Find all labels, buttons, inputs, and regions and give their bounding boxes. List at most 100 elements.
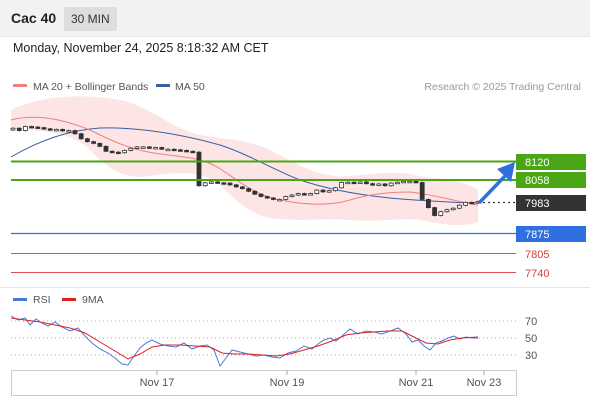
candle-body — [208, 181, 214, 184]
candle-body — [438, 211, 444, 216]
candle-body — [134, 146, 140, 149]
candle-body — [215, 181, 221, 184]
candle-body — [177, 149, 183, 152]
candle-body — [394, 181, 400, 185]
candle-body — [153, 147, 159, 150]
candle-body — [196, 151, 202, 187]
candle-body — [159, 147, 165, 150]
candle-body — [295, 193, 301, 196]
candle-body — [450, 207, 456, 211]
candle-body — [190, 150, 196, 154]
timestamp: Monday, November 24, 2025 8:18:32 AM CET — [13, 41, 269, 55]
candle-body — [469, 201, 475, 205]
candle-body — [289, 194, 295, 197]
candle-body — [202, 182, 208, 187]
candle-body — [357, 181, 363, 184]
x-tick-label-nov23: Nov 23 — [467, 377, 502, 389]
candle-body — [407, 180, 413, 184]
candle-body — [91, 141, 96, 144]
ma9-legend-label: 9MA — [82, 294, 104, 306]
candle-body — [16, 127, 22, 131]
level-label-7805: 7805 — [525, 249, 549, 261]
level-label-7875: 7875 — [525, 229, 549, 241]
candle-body — [370, 183, 376, 186]
candle-body — [72, 130, 78, 135]
candle-body — [463, 201, 469, 206]
instrument-title: Cac 40 — [11, 10, 57, 26]
candle-body — [22, 126, 28, 131]
candle-body — [270, 197, 276, 200]
candle-body — [332, 187, 338, 192]
candle-body — [54, 128, 59, 132]
ma9-line — [10, 317, 479, 360]
candle-body — [351, 181, 357, 185]
candle-body — [301, 193, 307, 196]
level-tag-7983 — [516, 195, 586, 211]
x-tick-label-nov19: Nov 19 — [270, 377, 305, 389]
candle-body — [401, 180, 407, 184]
candle-body — [320, 189, 326, 193]
rsi-line — [10, 315, 478, 368]
ma50-legend-label: MA 50 — [175, 81, 205, 93]
candle-body — [264, 196, 270, 199]
ma50-legend-swatch — [156, 84, 170, 87]
ma20-legend-swatch — [13, 84, 27, 87]
candle-body — [239, 186, 245, 190]
candle-body — [165, 148, 171, 152]
candle-body — [128, 147, 134, 151]
level-label-7740: 7740 — [525, 268, 549, 280]
candle-body — [456, 204, 462, 209]
candle-body — [444, 209, 450, 213]
candle-body — [388, 182, 394, 187]
candle-body — [47, 128, 53, 131]
candle-body — [10, 127, 16, 131]
x-tick-label-nov17: Nov 17 — [140, 377, 175, 389]
timeframe-button[interactable]: 30 MIN — [64, 7, 117, 31]
candle-body — [184, 150, 190, 153]
forecast-arrow — [478, 162, 515, 204]
candle-body — [103, 145, 109, 152]
level-label-8120: 8120 — [525, 157, 549, 169]
candle-body — [277, 199, 283, 202]
level-tag-8058 — [516, 172, 586, 188]
candle-body — [345, 181, 351, 185]
candlestick-series — [10, 125, 481, 217]
candle-body — [258, 193, 264, 197]
candle-body — [116, 151, 121, 155]
candle-body — [425, 199, 431, 209]
ma20-legend-label: MA 20 + Bollinger Bands — [33, 81, 148, 93]
candle-body — [283, 196, 289, 200]
candle-body — [146, 146, 152, 149]
candle-body — [227, 182, 233, 186]
candle-body — [109, 150, 115, 154]
candle-body — [97, 143, 103, 147]
candle-body — [376, 183, 382, 186]
candle-body — [308, 193, 314, 196]
candle-body — [413, 180, 419, 184]
header-bar: Cac 40 30 MIN — [0, 0, 590, 37]
candle-body — [339, 182, 345, 189]
price-chart: MA 20 + Bollinger Bands MA 50 Research ©… — [0, 81, 590, 396]
candle-body — [29, 126, 35, 129]
candle-body — [419, 182, 425, 200]
level-tag-8120 — [516, 154, 586, 170]
candle-body — [252, 190, 258, 195]
candle-body — [233, 184, 239, 188]
candle-body — [85, 138, 90, 143]
level-tag-7875 — [516, 226, 586, 242]
ma9-legend-swatch — [62, 298, 76, 301]
candle-body — [140, 146, 146, 149]
candle-body — [363, 181, 369, 185]
ma50-line — [10, 127, 479, 204]
candle-body — [432, 207, 438, 216]
time-axis-box — [11, 370, 517, 396]
candle-body — [35, 126, 41, 129]
candle-body — [78, 133, 84, 140]
candle-body — [246, 188, 252, 192]
credit-text: Research © 2025 Trading Central — [424, 81, 581, 93]
level-label-8058: 8058 — [525, 175, 549, 187]
candle-body — [221, 182, 227, 185]
candle-body — [314, 189, 320, 195]
candle-body — [171, 148, 177, 152]
level-label-7983: 7983 — [525, 198, 549, 210]
